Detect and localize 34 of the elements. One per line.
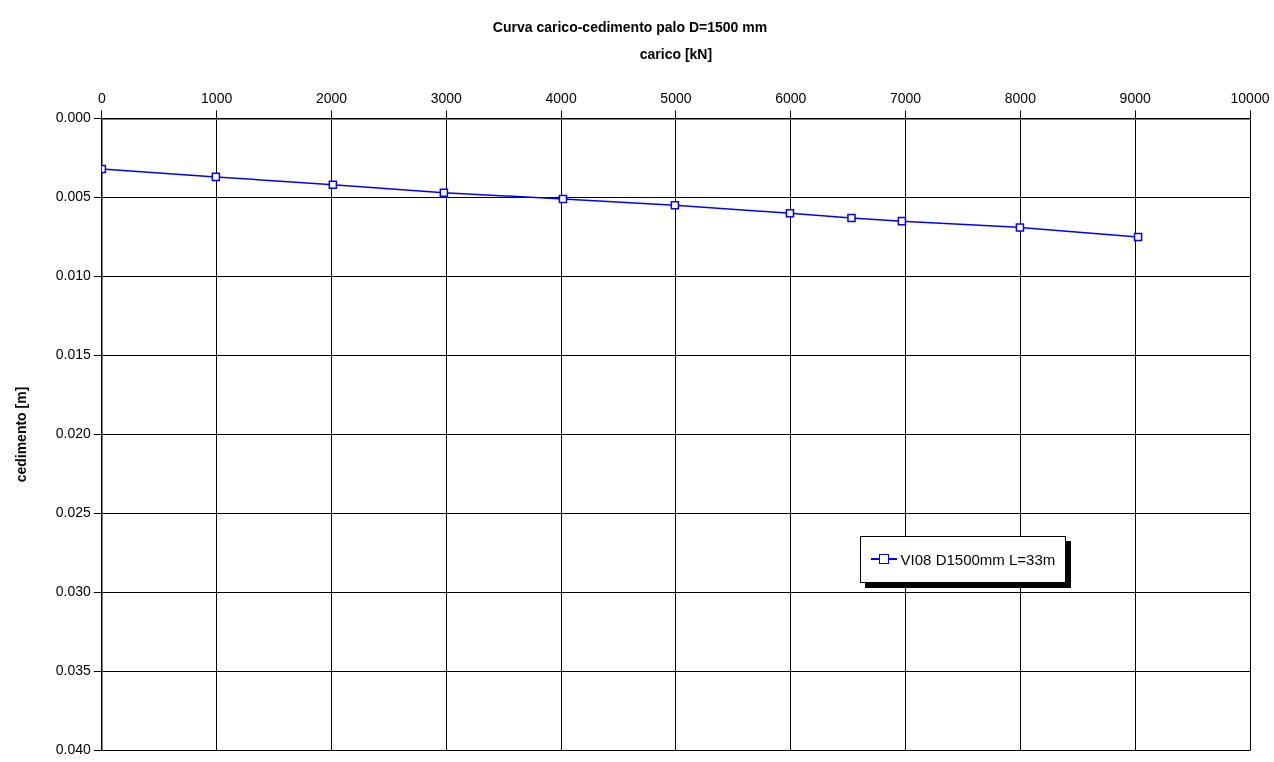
point [558,194,568,204]
legend-label: VI08 D1500mm L=33m [900,550,1056,568]
x-tick-label: 0 [97,89,106,106]
point [847,213,856,223]
point [439,188,449,197]
point [1133,232,1143,242]
x-tick-label: 1000 [201,89,233,106]
point [670,201,680,210]
point [785,208,795,218]
x-tick-label: 4000 [545,89,577,106]
point [897,216,907,226]
x-tick-label: 6000 [775,89,807,106]
x-tick-label: 2000 [315,89,348,106]
x-axis-title: carico [kN] [639,46,713,63]
point [1015,223,1025,232]
x-tick-label: 10000 [1230,89,1270,106]
y-tick-label: 0.005 [55,188,92,205]
y-tick-label: 0.015 [55,346,92,363]
x-tick-label: 7000 [889,89,922,106]
point [211,172,221,182]
y-tick-label: 0.010 [55,267,92,284]
x-tick-label: 9000 [1119,89,1151,106]
x-tick-label: 8000 [1004,89,1037,106]
y-tick-label: 0.000 [55,109,92,126]
y-tick-label: 0.020 [55,425,92,442]
chart-title: Curva carico-cedimento palo D=1500 mm [492,19,768,36]
x-tick-label: 5000 [660,89,692,106]
y-tick-label: 0.035 [55,662,92,679]
point [328,180,338,190]
x-tick-label: 3000 [430,89,463,106]
y-tick-label: 0.040 [55,741,92,758]
y-tick-label: 0.025 [55,504,92,521]
y-tick-label: 0.030 [55,583,92,600]
y-axis-title: cedimento [m] [13,386,30,483]
